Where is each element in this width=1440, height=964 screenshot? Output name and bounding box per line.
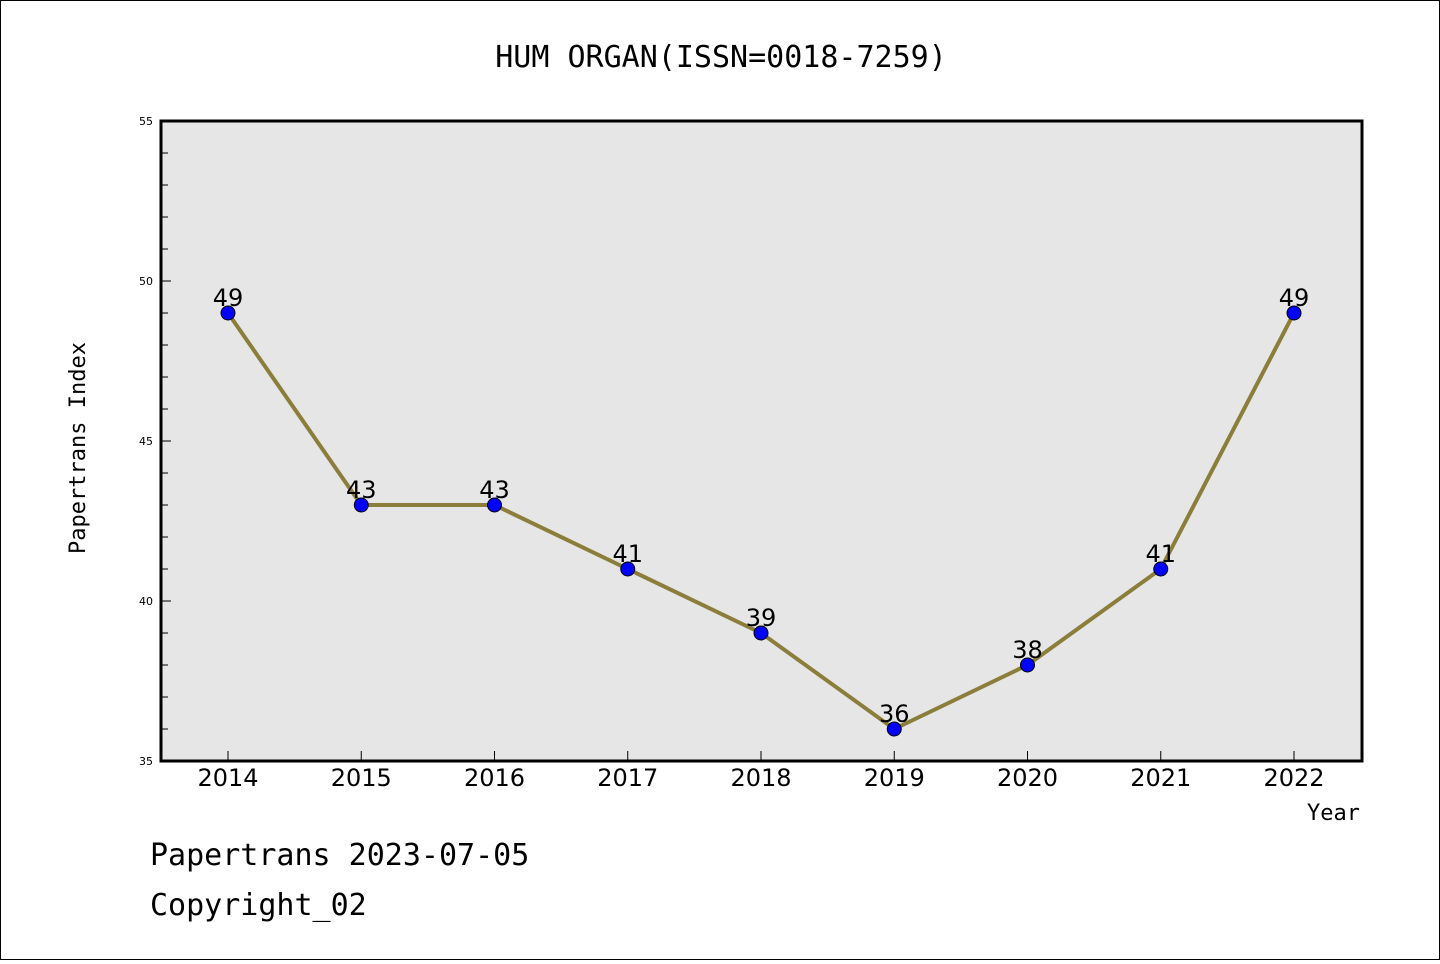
data-label: 41 <box>1145 540 1176 568</box>
data-point <box>886 721 902 737</box>
data-label: 49 <box>213 284 244 312</box>
series-layer: 49 43 43 41 39 36 38 41 49 <box>213 284 1310 737</box>
y-axis: 35 40 45 50 55 <box>139 115 171 768</box>
data-point <box>1153 561 1169 577</box>
x-tick-label: 2015 <box>331 764 392 792</box>
data-label: 43 <box>346 476 377 504</box>
y-tick-label: 50 <box>139 275 153 288</box>
data-point <box>353 497 369 513</box>
data-label: 49 <box>1279 284 1310 312</box>
data-point <box>753 625 769 641</box>
y-tick-label: 40 <box>139 595 153 608</box>
data-point <box>220 305 236 321</box>
footer-copyright-text: Copyright_02 <box>150 888 367 923</box>
footer-date-text: Papertrans 2023-07-05 <box>150 838 529 873</box>
y-axis-label: Papertrans Index <box>66 342 91 554</box>
data-label: 43 <box>479 476 510 504</box>
data-point <box>487 497 502 513</box>
x-tick-label: 2021 <box>1130 764 1191 792</box>
y-tick-label: 45 <box>139 435 153 448</box>
data-label: 36 <box>879 700 910 728</box>
data-point <box>1020 657 1035 673</box>
plot-area <box>159 119 1364 763</box>
x-tick-label: 2022 <box>1263 764 1324 792</box>
data-point <box>620 561 636 577</box>
x-axis-label: Year <box>1307 801 1360 826</box>
data-label: 41 <box>612 540 643 568</box>
y-tick-label: 55 <box>139 115 153 128</box>
x-tick-label: 2019 <box>864 764 925 792</box>
chart-title: HUM ORGAN(ISSN=0018-7259) <box>495 40 947 75</box>
x-tick-label: 2018 <box>730 764 791 792</box>
y-tick-label: 35 <box>139 755 153 768</box>
x-tick-label: 2014 <box>197 764 258 792</box>
x-tick-label: 2016 <box>464 764 525 792</box>
x-axis: 2014 2015 2016 2017 2018 2019 2020 2021 2022 <box>197 751 1325 792</box>
x-tick-label: 2020 <box>997 764 1058 792</box>
x-tick-label: 2017 <box>597 764 658 792</box>
data-label: 38 <box>1012 636 1043 664</box>
data-point <box>1286 305 1302 321</box>
data-label: 39 <box>746 604 777 632</box>
